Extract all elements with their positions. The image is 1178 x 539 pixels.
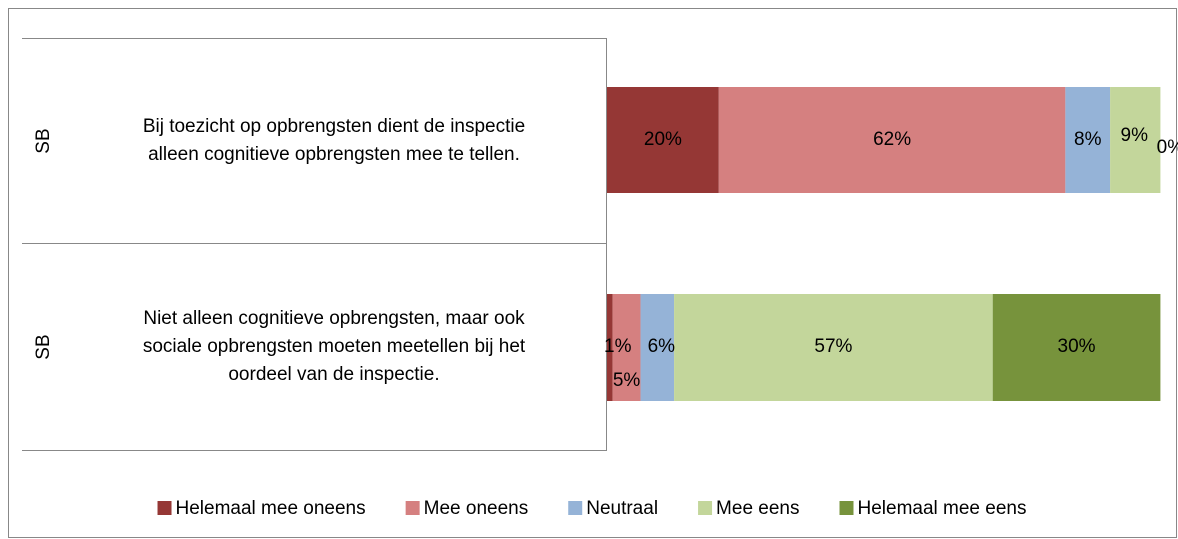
table-frame: [22, 38, 607, 451]
category-label: oordeel van de inspectie.: [228, 364, 439, 385]
bar-segment: [607, 87, 719, 193]
bar-segment: [992, 294, 1161, 401]
data-label: 5%: [613, 370, 641, 391]
category-label: Bij toezicht op opbrengsten dient de ins…: [143, 116, 525, 137]
legend-label: Neutraal: [586, 498, 658, 519]
bar-segment: [718, 87, 1066, 193]
data-label: 8%: [1074, 129, 1102, 150]
data-label: 0%: [1157, 137, 1178, 158]
legend-swatch: [839, 501, 854, 515]
data-label: 30%: [1058, 336, 1096, 357]
data-label: 62%: [873, 129, 911, 150]
legend-swatch: [568, 501, 583, 515]
legend-label: Helemaal mee eens: [858, 498, 1027, 519]
category-label: alleen cognitieve opbrengsten mee te tel…: [148, 144, 520, 165]
bar-segment: [674, 294, 993, 401]
legend-label: Mee oneens: [424, 498, 529, 519]
bar-segment: [607, 294, 613, 401]
legend-swatch: [157, 501, 172, 515]
category-label: Niet alleen cognitieve opbrengsten, maar…: [143, 308, 525, 329]
bar-segment: [1110, 87, 1161, 193]
legend-label: Mee eens: [716, 498, 799, 519]
legend-swatch: [405, 501, 420, 515]
data-label: 57%: [814, 336, 852, 357]
data-label: 9%: [1121, 125, 1149, 146]
bar-segment: [640, 294, 675, 401]
legend-swatch: [698, 501, 713, 515]
category-label: sociale opbrengsten moeten meetellen bij…: [143, 336, 526, 357]
group-label: SB: [33, 128, 54, 153]
group-label: SB: [33, 334, 54, 359]
data-label: 20%: [644, 129, 682, 150]
legend-label: Helemaal mee oneens: [176, 498, 366, 519]
data-label: 1%: [604, 336, 632, 357]
bar-segment: [612, 294, 641, 401]
data-label: 6%: [648, 336, 676, 357]
bar-segment: [1065, 87, 1111, 193]
